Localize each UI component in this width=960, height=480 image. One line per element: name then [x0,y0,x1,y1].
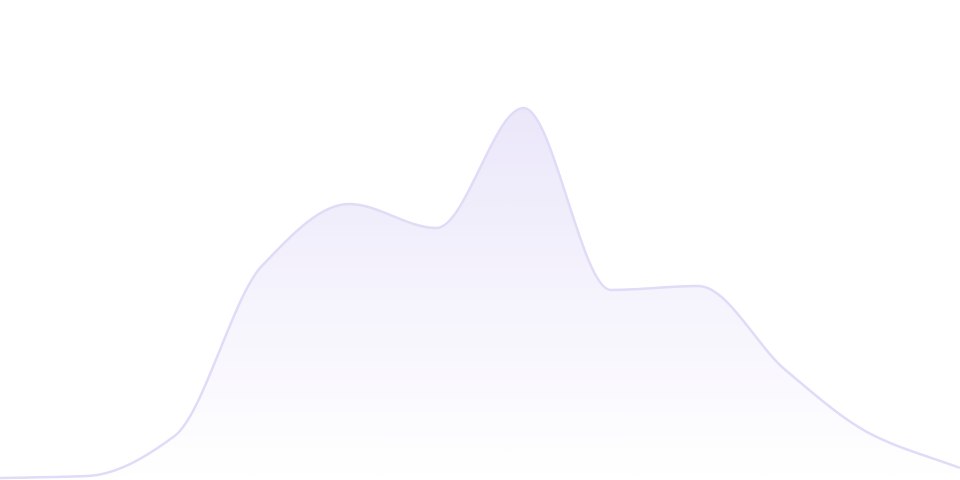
series-line [0,106,960,480]
area-fill [0,108,960,480]
